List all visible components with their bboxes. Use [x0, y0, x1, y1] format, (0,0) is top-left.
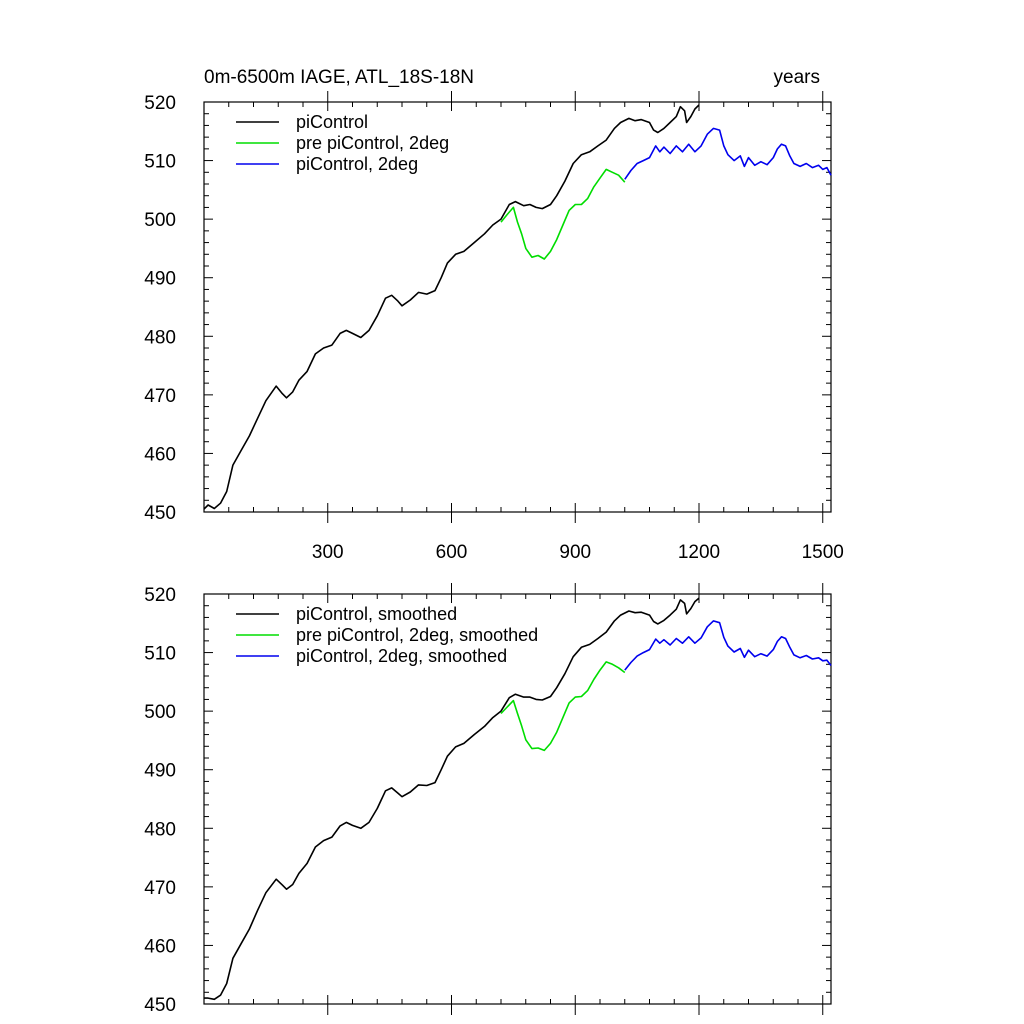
units-label: years [774, 67, 820, 88]
y-tick-label: 450 [144, 503, 176, 524]
plot-frame [203, 593, 832, 1005]
y-tick-label: 520 [144, 93, 176, 114]
legend-label: piControl, 2deg [296, 154, 418, 174]
y-tick-label: 500 [144, 702, 176, 723]
y-tick-label: 520 [144, 585, 176, 606]
y-tick-label: 450 [144, 995, 176, 1016]
y-tick-label: 490 [144, 269, 176, 290]
y-tick-label: 480 [144, 819, 176, 840]
legend-label: pre piControl, 2deg, smoothed [296, 625, 538, 645]
x-tick-label: 1500 [802, 542, 844, 563]
y-tick-label: 460 [144, 936, 176, 957]
plot-frame [203, 101, 832, 513]
top-panel: 450 460 470 480 490 500 510 520 300 600 900 1200 150… [144, 91, 844, 563]
legend-label: piControl [296, 112, 368, 132]
legend-label: piControl, 2deg, smoothed [296, 646, 507, 666]
x-tick-label: 300 [312, 542, 344, 563]
y-tick-label: 470 [144, 878, 176, 899]
series-line-2 [500, 168, 626, 260]
y-tick-label: 470 [144, 386, 176, 407]
y-tick-label: 480 [144, 327, 176, 348]
x-tick-label: 1200 [678, 542, 720, 563]
series-line-1 [204, 597, 700, 1001]
series-line-1 [203, 104, 700, 510]
y-tick-label: 510 [144, 152, 176, 173]
y-tick-label: 490 [144, 761, 176, 782]
legend-label: piControl, smoothed [296, 604, 457, 624]
x-tick-label: 900 [559, 542, 591, 563]
series-line-3 [624, 620, 832, 671]
y-tick-label: 500 [144, 210, 176, 231]
series-line-3 [624, 127, 832, 180]
series-line-2 [500, 661, 626, 752]
y-tick-label: 460 [144, 444, 176, 465]
x-tick-label: 600 [436, 542, 468, 563]
bottom-panel: 450 460 470 480 490 500 510 520 piControl, smoot… [144, 583, 832, 1016]
chart-title: 0m-6500m IAGE, ATL_18S-18N [204, 67, 474, 88]
y-tick-label: 510 [144, 644, 176, 665]
legend-label: pre piControl, 2deg [296, 133, 449, 153]
